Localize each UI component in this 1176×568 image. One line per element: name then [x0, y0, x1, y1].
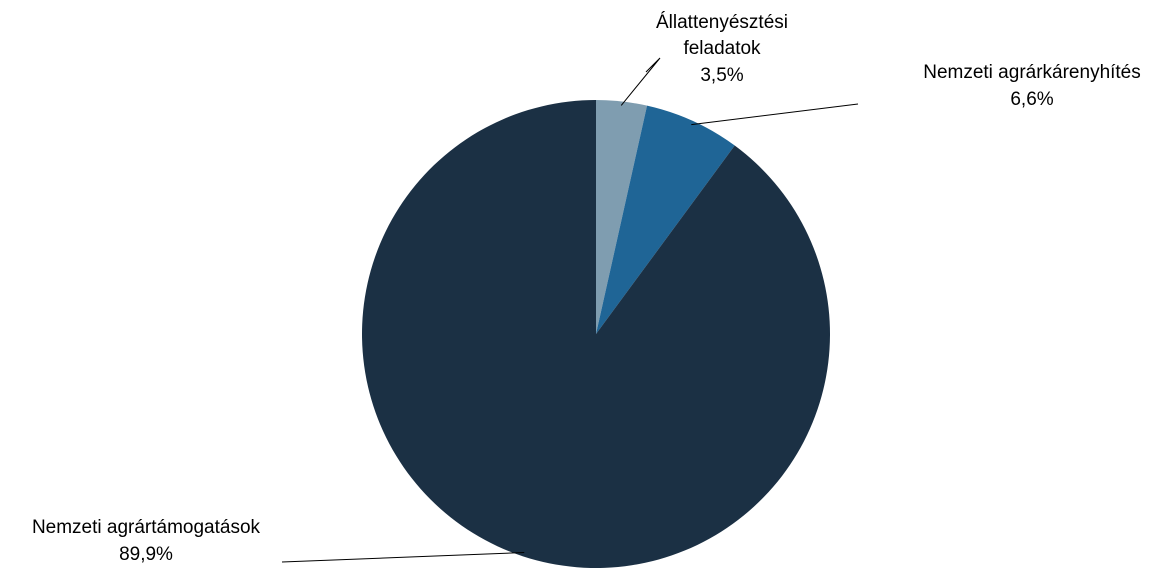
leader-line-karenyhites	[691, 103, 859, 126]
slice-label-allattenyesztesi: Állattenyésztési feladatok 3,5%	[656, 12, 788, 86]
slice-value-karenyhites: 6,6%	[1010, 89, 1053, 110]
leader-line-agrartamogatasok	[281, 552, 525, 563]
slice-label-agrartamogatasok: Nemzeti agrártámogatások 89,9%	[32, 517, 261, 565]
slice-value-allattenyesztesi: 3,5%	[700, 65, 743, 86]
slice-value-agrartamogatasok: 89,9%	[119, 544, 173, 565]
pie-slice-karenyhites	[596, 105, 735, 335]
slice-label-allattenyesztesi-line1: Állattenyésztési	[656, 12, 788, 33]
slice-label-allattenyesztesi-line2: feladatok	[683, 38, 761, 59]
pie-slice-agrartamogatasok	[362, 100, 831, 568]
slice-label-karenyhites-name: Nemzeti agrárkárenyhítés	[923, 62, 1141, 83]
slice-label-agrartamogatasok-name: Nemzeti agrártámogatások	[32, 517, 261, 538]
pie-slices	[362, 100, 831, 568]
leader-line-allattenyesztesi	[620, 57, 661, 106]
slice-label-karenyhites: Nemzeti agrárkárenyhítés 6,6%	[923, 62, 1141, 110]
pie-slice-allattenyesztesi	[596, 100, 648, 334]
leader-lines	[281, 57, 859, 563]
